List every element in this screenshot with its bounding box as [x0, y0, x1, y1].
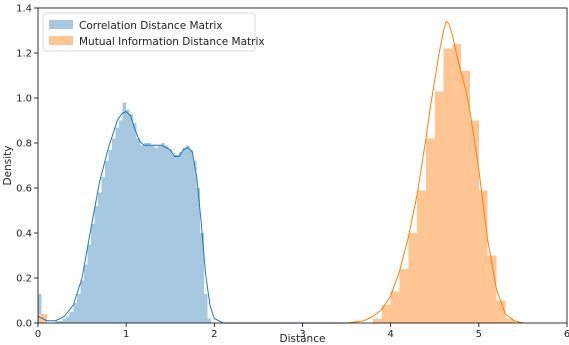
- histogram-bar: [381, 305, 391, 323]
- x-tick-label: 3: [299, 329, 305, 340]
- histogram-bar: [154, 147, 158, 323]
- histogram-bar: [461, 71, 471, 323]
- histogram-bar: [133, 122, 137, 323]
- legend: Correlation Distance Matrix Mutual Inform…: [42, 12, 265, 52]
- histogram-bar: [94, 206, 98, 323]
- histogram-bar: [373, 318, 382, 323]
- histogram-bar: [434, 91, 444, 323]
- y-tick-label: 0.6: [16, 184, 32, 195]
- series-1-bars: [38, 44, 515, 323]
- histogram-bar: [101, 176, 106, 323]
- legend-label: Correlation Distance Matrix: [79, 20, 223, 32]
- histogram-bar: [105, 161, 109, 323]
- histogram-bar: [164, 145, 169, 323]
- x-axis-label: Distance: [280, 333, 326, 345]
- histogram-bar: [487, 255, 497, 323]
- histogram-bar: [505, 318, 515, 323]
- histogram-bar: [108, 149, 113, 323]
- histogram-bar: [175, 154, 180, 323]
- x-tick-label: 4: [387, 329, 393, 340]
- histogram-bar: [182, 147, 187, 323]
- histogram-bar: [97, 192, 102, 323]
- histogram-bar: [470, 120, 479, 323]
- plot-area: [37, 20, 524, 324]
- histogram-bar: [179, 152, 183, 323]
- legend-box: [42, 12, 256, 52]
- y-tick-label: 1.2: [16, 49, 32, 60]
- histogram-bar: [196, 188, 201, 323]
- x-tick-label: 6: [564, 329, 569, 340]
- histogram-bar: [129, 113, 134, 323]
- y-tick-label: 1.4: [16, 4, 32, 15]
- histogram-bar: [55, 320, 60, 323]
- series-0-kde-line: [37, 110, 347, 324]
- histogram-bar: [80, 280, 84, 323]
- histogram-bar: [69, 311, 74, 323]
- histogram-bar: [399, 269, 409, 323]
- histogram-bar: [115, 127, 120, 323]
- histogram-bar: [66, 316, 70, 323]
- histogram-bar: [147, 143, 151, 323]
- y-tick-label: 0.0: [16, 319, 32, 330]
- histogram-bar: [122, 102, 127, 323]
- histogram-bar: [119, 120, 123, 323]
- histogram-bar: [126, 109, 130, 323]
- x-tick-label: 2: [211, 329, 217, 340]
- histogram-bar: [390, 291, 400, 323]
- x-tick-label: 1: [123, 329, 129, 340]
- histogram-bar: [161, 143, 165, 323]
- histogram-bar: [168, 149, 173, 323]
- series-1-kde-line: [346, 20, 524, 324]
- histogram-bar: [38, 293, 42, 323]
- y-tick-label: 1.0: [16, 94, 32, 105]
- legend-swatch: [49, 20, 73, 29]
- y-tick-label: 0.4: [16, 229, 32, 240]
- histogram-bar: [83, 264, 88, 323]
- histogram-bar: [157, 145, 162, 323]
- histogram-bar: [172, 154, 176, 323]
- x-tick-label: 5: [476, 329, 482, 340]
- histogram-bar: [189, 149, 194, 323]
- legend-label: Mutual Information Distance Matrix: [79, 36, 265, 48]
- histogram-bar: [62, 318, 67, 323]
- histogram-bar: [150, 145, 155, 323]
- histogram-bar: [207, 318, 211, 323]
- histogram-bar: [496, 300, 506, 323]
- histogram-bar: [59, 320, 63, 323]
- x-tick-label: 0: [35, 329, 41, 340]
- histogram-bar: [186, 145, 190, 323]
- histogram-bar: [408, 233, 418, 323]
- legend-swatch: [49, 36, 73, 45]
- histogram-bar: [443, 48, 453, 323]
- axes: Distance Density 0 1 2 3 4 5 6 0.0 0.2 0.4 0.6 0.8 1…: [2, 4, 569, 345]
- y-axis-label: Density: [2, 146, 14, 186]
- histogram-bar: [73, 302, 77, 323]
- histogram-bar: [112, 138, 116, 323]
- histogram-bar: [425, 138, 435, 323]
- histogram-bar: [478, 190, 488, 323]
- histogram-bar: [200, 233, 204, 323]
- histogram-bar: [417, 190, 426, 323]
- histogram-bar: [193, 161, 197, 323]
- histogram-bar: [76, 293, 81, 323]
- histogram-bar: [140, 145, 144, 323]
- histogram-bar: [452, 44, 462, 323]
- histogram-bar: [203, 293, 208, 323]
- y-tick-label: 0.2: [16, 274, 32, 285]
- y-tick-label: 0.8: [16, 139, 32, 150]
- histogram-bar: [143, 143, 148, 323]
- histogram-bar: [90, 224, 95, 323]
- series-0-bars: [38, 102, 211, 323]
- histogram-bar: [87, 244, 91, 323]
- histogram-bar: [136, 138, 141, 323]
